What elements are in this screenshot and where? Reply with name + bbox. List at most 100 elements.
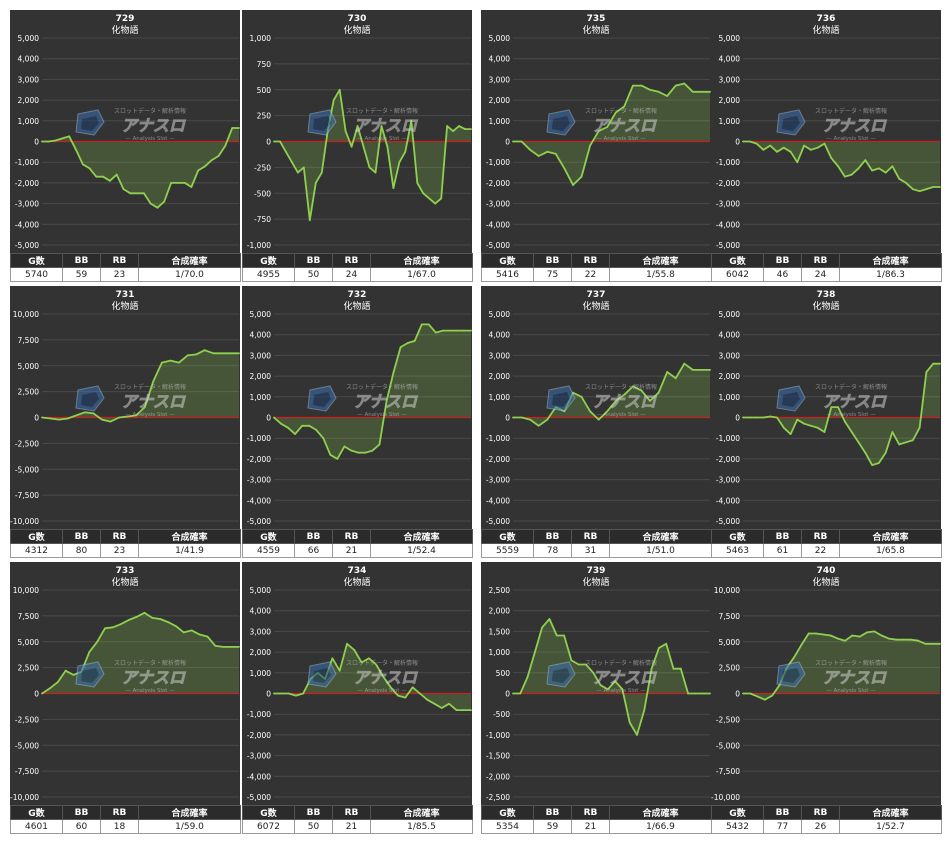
data-point [446,125,448,127]
games-count: 5740 [10,267,63,282]
slot-panel: 736 化物語 5,000 4,000 3,000 2,000 1,000 0 -1,000 -2… [711,10,942,282]
series-line [743,140,940,193]
data-point [442,329,444,332]
y-tick-label: -1,000 [15,158,39,167]
header-rb: RB [332,805,371,820]
data-point [96,640,99,643]
data-point [822,633,825,636]
header-rb: RB [100,253,139,268]
y-tick-label: -500 [493,710,510,719]
data-point [397,694,399,697]
chart-subtitle: 化物語 [343,576,370,588]
chart-title: 735 [587,14,606,24]
y-tick-label: 10,000 [13,310,39,319]
data-point [332,99,335,101]
data-point [66,417,69,420]
watermark-name: アナスロ [592,116,657,135]
data-point [830,406,833,408]
data-point [512,692,514,695]
stats-table: G数 BB RB 合成確率 5416 75 22 1/55.8 [481,253,712,282]
bb-count: 60 [62,819,101,834]
y-tick-label: -3,000 [716,476,740,485]
y-tick-label: 750 [257,60,272,69]
header-combined-rate: 合成確率 [839,529,942,544]
watermark-subtitle: — Analysis Slot — [125,688,175,694]
data-point [360,661,363,664]
series-area [513,619,710,735]
y-tick-label: -2,500 [716,715,740,724]
y-tick-label: 2,500 [18,664,40,673]
y-tick-label: 5,000 [18,34,40,43]
data-point [238,352,240,355]
bb-count: 50 [294,819,333,834]
y-tick-label: -4,000 [247,496,271,505]
header-combined-rate: 合成確率 [839,805,942,820]
y-tick-label: -3,000 [247,752,271,761]
data-point [143,192,145,195]
data-point [462,709,465,711]
series-line [743,362,940,466]
data-point [888,637,890,640]
y-tick-label: -5,000 [247,793,271,802]
data-point [512,140,514,143]
games-count: 6042 [711,267,764,282]
y-tick-label: -2,000 [486,772,510,781]
data-point [649,88,651,91]
stats-table: G数 BB RB 合成確率 5740 59 23 1/70.0 [10,253,241,282]
data-point [891,165,894,168]
data-point [143,406,146,408]
data-point [687,692,689,695]
data-point [167,621,170,623]
chart-title: 737 [587,290,606,300]
y-tick-label: 5,000 [489,310,511,319]
y-tick-label: -3,000 [247,476,271,485]
data-point [755,416,758,419]
y-tick-label: 5,000 [18,362,40,371]
data-point [607,688,609,691]
data-point [129,192,132,195]
watermark-name: アナスロ [121,116,186,135]
data-point [47,140,50,143]
rb-count: 22 [801,543,840,558]
y-tick-label: 4,000 [489,331,511,340]
data-point [115,173,118,176]
y-tick-label: 3,000 [719,351,741,360]
data-point [385,400,388,402]
header-games: G数 [10,529,63,544]
data-point [807,632,810,635]
data-point [769,415,772,418]
data-point [891,431,894,433]
games-count: 5463 [711,543,764,558]
data-point [280,692,283,695]
data-point [837,165,839,168]
data-point [563,634,565,637]
y-tick-label: 4,000 [18,55,40,64]
data-point [939,186,941,188]
data-point [291,161,293,164]
header-rb: RB [801,805,840,820]
watermark-tagline: スロットデータ・解析情報 [114,107,186,115]
y-tick-label: -5,000 [716,517,740,526]
watermark-subtitle: — Analysis Slot — [826,688,876,694]
watermark-tagline: スロットデータ・解析情報 [815,659,887,667]
chart-subtitle: 化物語 [343,300,370,312]
chart-title: 740 [817,566,836,576]
data-point [434,202,437,205]
data-point [884,171,887,174]
y-tick-label: 0 [34,690,39,699]
data-point [692,369,694,371]
slot-panel: 734 化物語 5,000 4,000 3,000 2,000 1,000 0 -1,000 -2… [242,562,473,834]
watermark-name: アナスロ [121,668,186,687]
header-games: G数 [711,805,764,820]
data-point [632,385,634,388]
y-tick-label: 5,000 [250,310,272,319]
data-point [118,416,120,419]
data-point [614,111,617,114]
data-point [932,186,935,188]
data-point [470,128,472,130]
data-point [749,692,752,695]
data-point [295,694,297,697]
